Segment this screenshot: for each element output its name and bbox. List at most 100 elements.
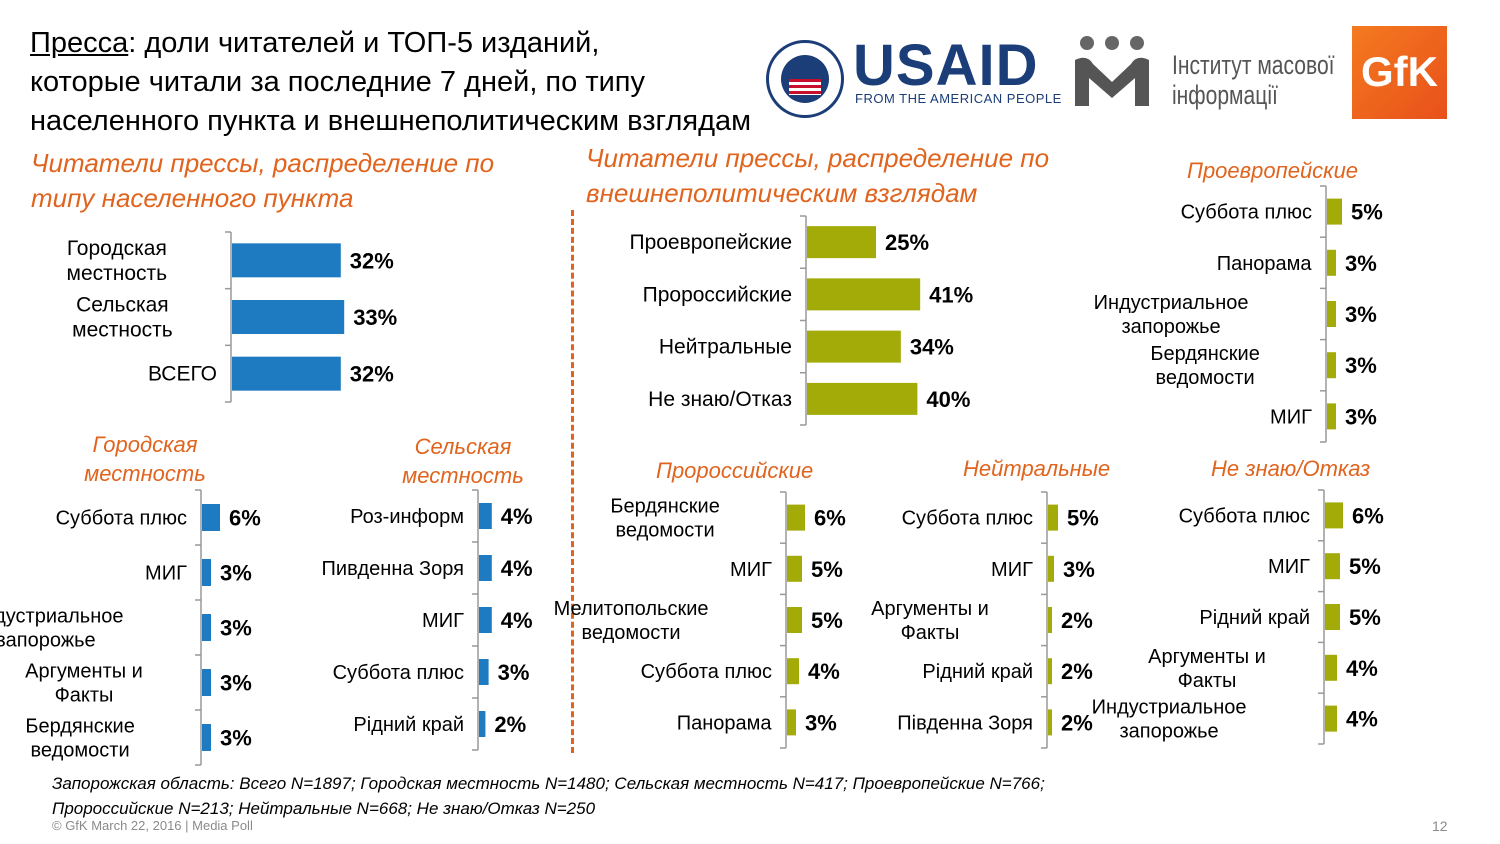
settlement-heading-line2: типу населенного пункта — [31, 183, 354, 213]
rural-chart-title: Сельская местность — [388, 432, 538, 490]
bar — [807, 278, 921, 311]
bar — [479, 711, 486, 737]
usaid-logo: USAID — [853, 33, 1039, 98]
data-label: 3% — [498, 660, 530, 685]
bar — [1048, 607, 1052, 633]
category-label: Аргументы и Факты — [871, 598, 989, 644]
category-label: Бердянские ведомости — [610, 496, 720, 542]
data-label: 2% — [1061, 608, 1093, 633]
category-label: Аргументы и Факты — [25, 661, 143, 707]
title-line3: населенного пункта и внешнеполитическим … — [30, 105, 752, 137]
data-label: 3% — [220, 671, 252, 696]
bar — [1048, 658, 1052, 685]
views-heading-line1: Читатели прессы, распределение по — [586, 143, 1050, 173]
category-label: Роз-информ — [350, 506, 464, 528]
bar — [479, 503, 492, 529]
data-label: 3% — [220, 616, 252, 641]
views-heading-line2: внешнеполитическим взглядам — [586, 178, 978, 208]
data-label: 32% — [350, 248, 394, 273]
data-label: 5% — [1349, 605, 1381, 630]
bar — [232, 356, 341, 391]
data-label: 5% — [1067, 506, 1099, 531]
category-label: Суббота плюс — [56, 508, 187, 530]
bar — [202, 559, 211, 586]
data-label: 3% — [1063, 557, 1095, 582]
category-label: ВСЕГО — [148, 363, 217, 386]
category-label: Бердянские ведомости — [25, 716, 135, 762]
bar — [1325, 502, 1343, 529]
title-line1: : доли читателей и ТОП-5 изданий, — [128, 27, 600, 59]
category-label: МИГ — [422, 610, 464, 632]
data-label: 3% — [220, 726, 252, 751]
data-label: 4% — [1346, 707, 1378, 732]
bar — [202, 724, 211, 751]
category-label: МИГ — [1268, 556, 1310, 578]
category-label: МИГ — [991, 559, 1033, 581]
data-label: 34% — [910, 335, 954, 360]
bar — [1325, 654, 1337, 681]
category-label: Не знаю/Отказ — [648, 388, 792, 411]
data-label: 4% — [808, 659, 840, 684]
urban-title-line1: Городская — [92, 432, 198, 457]
page-number: 12 — [1432, 818, 1448, 834]
data-label: 32% — [350, 362, 394, 387]
neutral-chart-title: Нейтральные — [963, 456, 1111, 481]
data-label: 3% — [220, 561, 252, 586]
footnote-line2: Пророссийские N=213; Нейтральные N=668; … — [52, 799, 596, 818]
gfk-logo-text: GfK — [1361, 48, 1438, 95]
rural-title-line1: Сельская — [414, 434, 512, 459]
bar — [232, 243, 341, 278]
bar — [1048, 504, 1058, 531]
bar — [787, 607, 802, 633]
imi-line1: Інститут масової — [1172, 50, 1335, 80]
category-label: Південна Зоря — [897, 712, 1033, 734]
bar — [1327, 249, 1336, 276]
data-label: 5% — [811, 608, 843, 633]
category-label: Нейтральные — [659, 336, 792, 359]
category-label: МИГ — [145, 563, 187, 585]
title-underlined: Пресса — [30, 27, 129, 59]
data-label: 6% — [229, 506, 261, 531]
bar — [807, 226, 876, 259]
data-label: 25% — [885, 230, 929, 255]
data-label: 41% — [929, 282, 973, 307]
data-label: 3% — [805, 710, 837, 735]
data-label: 4% — [501, 504, 533, 529]
copyright: © GfK March 22, 2016 | Media Poll — [52, 818, 253, 833]
bar — [202, 669, 211, 696]
category-label: Суббота плюс — [1181, 202, 1312, 224]
data-label: 4% — [501, 608, 533, 633]
usaid-tagline: FROM THE AMERICAN PEOPLE — [855, 91, 1062, 106]
proeuropean-chart-title: Проевропейские — [1187, 158, 1359, 183]
bar — [1048, 555, 1054, 582]
category-label: Городская местность — [67, 237, 168, 285]
imi-logo-icon — [1075, 36, 1149, 106]
data-label: 2% — [494, 712, 526, 737]
bar — [479, 659, 489, 685]
data-label: 4% — [501, 556, 533, 581]
category-label: Рідний край — [1199, 607, 1310, 629]
usaid-seal-logo — [766, 40, 844, 118]
data-label: 33% — [353, 305, 397, 330]
category-label: Панорама — [677, 712, 773, 734]
bar — [479, 607, 492, 633]
data-label: 3% — [1345, 302, 1377, 327]
page-title: Пресса: доли читателей и ТОП-5 изданий, … — [30, 24, 751, 141]
category-label: Проевропейские — [629, 231, 792, 254]
bar — [807, 330, 901, 363]
bar — [1327, 198, 1342, 225]
data-label: 5% — [811, 557, 843, 582]
data-label: 6% — [1352, 503, 1384, 528]
settlement-heading-line1: Читатели прессы, распределение по — [31, 148, 495, 178]
data-label: 3% — [1345, 251, 1377, 276]
bar — [1327, 352, 1336, 379]
category-label: Бердянские ведомости — [1150, 343, 1260, 389]
bar — [1048, 709, 1052, 736]
